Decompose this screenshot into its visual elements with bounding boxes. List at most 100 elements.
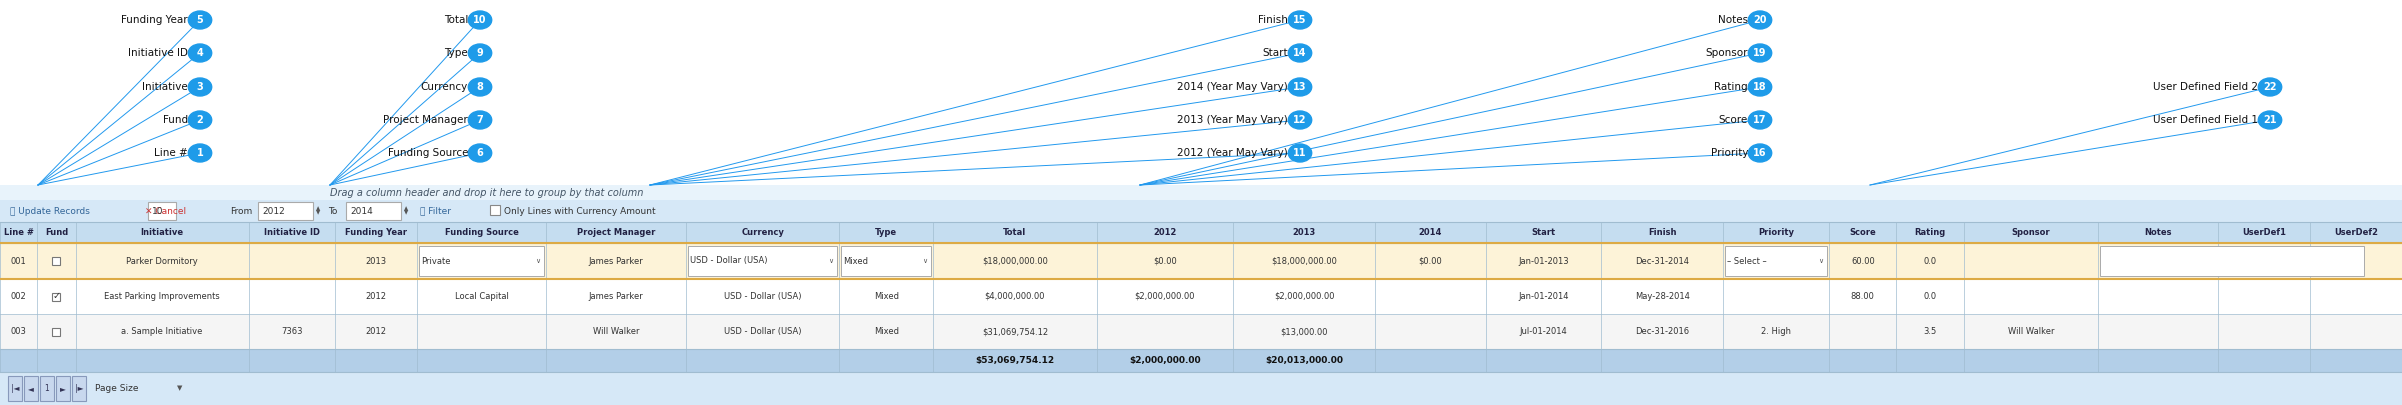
Ellipse shape xyxy=(468,44,492,62)
Text: 1: 1 xyxy=(197,148,204,158)
Text: Priority: Priority xyxy=(1710,148,1749,158)
Text: ✏: ✏ xyxy=(2169,256,2179,266)
Text: Mixed: Mixed xyxy=(874,292,898,301)
Bar xyxy=(0,0,2402,185)
Text: Dec-31-2014: Dec-31-2014 xyxy=(1636,256,1689,266)
Bar xyxy=(0,372,2402,405)
Text: Fund: Fund xyxy=(46,228,67,237)
Text: Priority: Priority xyxy=(1758,228,1794,237)
Text: Total: Total xyxy=(1004,228,1026,237)
Text: 16: 16 xyxy=(1753,148,1768,158)
Text: Jan-01-2013: Jan-01-2013 xyxy=(1518,256,1569,266)
Ellipse shape xyxy=(187,144,211,162)
Text: $13,000.00: $13,000.00 xyxy=(1280,327,1328,336)
Text: 21: 21 xyxy=(2263,115,2277,125)
Text: Private: Private xyxy=(466,256,497,266)
Text: a. Sample Initiative: a. Sample Initiative xyxy=(123,327,202,336)
Text: Page Size: Page Size xyxy=(96,384,139,393)
Text: – Select –: – Select – xyxy=(1727,256,1768,266)
Text: Funding Year: Funding Year xyxy=(123,15,187,25)
Text: 10: 10 xyxy=(473,15,488,25)
Text: $4,000,000.00: $4,000,000.00 xyxy=(985,292,1045,301)
Ellipse shape xyxy=(187,11,211,29)
Text: Rating: Rating xyxy=(1914,228,1946,237)
Text: 2013: 2013 xyxy=(1292,228,1316,237)
Text: Will Walker: Will Walker xyxy=(2008,327,2054,336)
Bar xyxy=(687,246,838,276)
Text: Local Capital: Local Capital xyxy=(454,292,509,301)
Ellipse shape xyxy=(468,78,492,96)
Text: 1: 1 xyxy=(46,384,50,393)
Text: 2014 (Year May Vary): 2014 (Year May Vary) xyxy=(1177,82,1287,92)
Bar xyxy=(418,246,545,276)
Text: 15: 15 xyxy=(1292,15,1307,25)
Text: ▼: ▼ xyxy=(178,386,183,392)
Text: Jan-01-2014: Jan-01-2014 xyxy=(1518,292,1569,301)
Text: 8: 8 xyxy=(476,82,483,92)
Bar xyxy=(841,246,932,276)
Text: ▲: ▲ xyxy=(317,207,319,211)
Text: ▼: ▼ xyxy=(404,211,408,215)
Text: ►: ► xyxy=(60,384,65,393)
Text: James Parker: James Parker xyxy=(588,256,644,266)
Text: 2014: 2014 xyxy=(351,207,372,215)
Text: Type: Type xyxy=(444,48,468,58)
Text: 13: 13 xyxy=(1292,82,1307,92)
Bar xyxy=(490,205,500,215)
Text: Finish: Finish xyxy=(1648,228,1677,237)
Text: 2012: 2012 xyxy=(365,327,387,336)
Text: 🔄 Filter: 🔄 Filter xyxy=(420,207,452,215)
Text: Currency: Currency xyxy=(420,82,468,92)
Ellipse shape xyxy=(187,44,211,62)
Text: Jul-01-2014: Jul-01-2014 xyxy=(1520,327,1566,336)
Text: 12: 12 xyxy=(1292,115,1307,125)
Text: Parker Dormitory: Parker Dormitory xyxy=(127,256,197,266)
Text: 18: 18 xyxy=(1753,82,1768,92)
Text: 11: 11 xyxy=(1292,148,1307,158)
Text: 2: 2 xyxy=(197,115,204,125)
Bar xyxy=(53,328,60,335)
Text: To: To xyxy=(329,207,336,215)
Text: Start: Start xyxy=(1530,228,1556,237)
Text: $53,069,754.12: $53,069,754.12 xyxy=(975,356,1054,365)
Text: Funding Source: Funding Source xyxy=(387,148,468,158)
Ellipse shape xyxy=(187,111,211,129)
Text: $20,013,000.00: $20,013,000.00 xyxy=(1266,356,1343,365)
Bar xyxy=(53,257,60,265)
Ellipse shape xyxy=(1287,11,1311,29)
Bar xyxy=(257,202,312,220)
Text: 003: 003 xyxy=(10,327,26,336)
Text: 14: 14 xyxy=(1292,48,1307,58)
Text: 17: 17 xyxy=(1753,115,1768,125)
Text: $0.00: $0.00 xyxy=(1420,256,1441,266)
Ellipse shape xyxy=(2258,111,2282,129)
Text: 19: 19 xyxy=(1753,48,1768,58)
Text: Fund: Fund xyxy=(163,115,187,125)
Text: Sponsor: Sponsor xyxy=(1705,48,1749,58)
Text: Will Walker: Will Walker xyxy=(593,327,639,336)
Text: 2012: 2012 xyxy=(365,292,387,301)
Text: $31,069,754.12: $31,069,754.12 xyxy=(982,327,1047,336)
Bar xyxy=(72,376,86,401)
Ellipse shape xyxy=(1287,144,1311,162)
Text: $0.00: $0.00 xyxy=(1153,256,1177,266)
Text: Notes: Notes xyxy=(2145,228,2171,237)
Text: Score: Score xyxy=(1720,115,1749,125)
Text: UserDef1: UserDef1 xyxy=(2241,228,2287,237)
Bar xyxy=(0,349,2402,372)
Text: USD - Dollar (USA): USD - Dollar (USA) xyxy=(723,292,802,301)
Bar xyxy=(346,202,401,220)
Bar xyxy=(0,314,2402,349)
Text: Funding Year: Funding Year xyxy=(346,228,406,237)
Text: Dec-31-2016: Dec-31-2016 xyxy=(1636,327,1689,336)
Text: 2012 (Year May Vary): 2012 (Year May Vary) xyxy=(1177,148,1287,158)
Ellipse shape xyxy=(1749,11,1773,29)
Text: 20: 20 xyxy=(1753,15,1768,25)
Text: ∨: ∨ xyxy=(536,258,540,264)
Text: Project Manager: Project Manager xyxy=(384,115,468,125)
Ellipse shape xyxy=(1749,144,1773,162)
Text: ∨: ∨ xyxy=(829,258,833,264)
Text: ✓: ✓ xyxy=(53,292,60,301)
Text: 2. High: 2. High xyxy=(1761,327,1792,336)
Text: East Parking Improvements: East Parking Improvements xyxy=(103,292,221,301)
